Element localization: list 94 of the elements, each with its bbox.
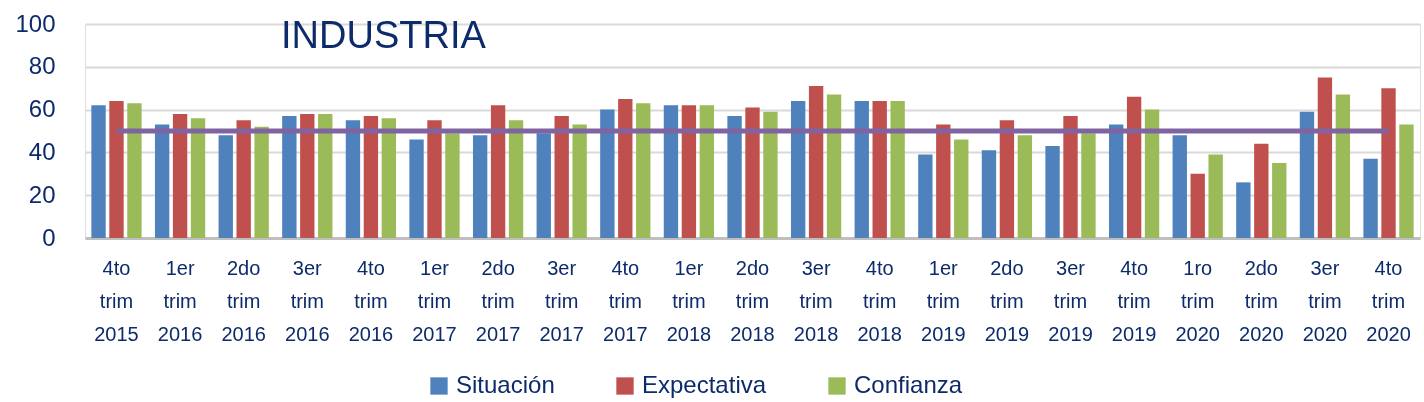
- x-tick-label: 4to trim 2020: [1366, 256, 1411, 345]
- x-tick-label: 4to trim 2019: [1111, 256, 1157, 345]
- bar: [427, 120, 442, 238]
- y-tick-label: 40: [28, 137, 56, 165]
- bar: [381, 118, 397, 238]
- legend-label: Situación: [456, 371, 555, 398]
- bar: [1317, 77, 1333, 238]
- x-tick-label: 2do trim 2019: [984, 256, 1030, 345]
- bar: [890, 101, 905, 238]
- x-tick-label: 3er trim 2017: [539, 256, 584, 345]
- y-tick-label: 80: [28, 52, 56, 80]
- x-tick-label: 4to trim 2016: [348, 256, 394, 345]
- bar: [981, 150, 997, 238]
- bar: [1299, 111, 1315, 238]
- bar: [1399, 124, 1414, 238]
- bar: [1063, 116, 1078, 238]
- bar: [254, 126, 269, 238]
- bar: [681, 105, 697, 238]
- bar: [445, 133, 460, 238]
- bar: [218, 135, 233, 238]
- bar: [536, 133, 551, 238]
- bar: [91, 105, 106, 238]
- bar: [663, 105, 679, 238]
- x-tick-label: 2do trim 2018: [730, 256, 775, 345]
- legend-label: Expectativa: [642, 371, 767, 398]
- bar: [236, 120, 251, 238]
- bar: [918, 154, 933, 238]
- x-tick-label: 3er trim 2019: [1048, 256, 1093, 345]
- bar: [618, 98, 633, 238]
- x-tick-label: 1er trim 2016: [157, 256, 203, 345]
- bar: [1254, 143, 1269, 238]
- bar: [300, 113, 315, 238]
- bar: [109, 101, 124, 238]
- bar: [1335, 94, 1351, 238]
- bar: [1272, 163, 1287, 238]
- bar: [745, 107, 760, 238]
- chart-title: INDUSTRIA: [281, 14, 487, 56]
- bar: [554, 116, 569, 238]
- bar: [1144, 109, 1160, 238]
- bar: [409, 139, 424, 238]
- bar: [1363, 158, 1378, 238]
- bar: [1045, 145, 1060, 238]
- bar: [954, 139, 969, 238]
- bar: [854, 101, 869, 238]
- x-tick-label: 4to trim 2017: [603, 256, 648, 345]
- x-tick-label: 1ro trim 2020: [1175, 256, 1220, 345]
- bar: [282, 116, 297, 238]
- bar: [936, 124, 951, 238]
- bar: [1108, 124, 1124, 238]
- x-tick-label: 1er trim 2018: [666, 256, 712, 345]
- bar: [636, 103, 651, 238]
- bar: [318, 113, 333, 238]
- bar: [1236, 182, 1251, 238]
- x-tick-label: 4to trim 2018: [857, 256, 902, 345]
- bar: [600, 109, 615, 238]
- bar: [363, 116, 379, 238]
- x-tick-label: 1er trim 2017: [412, 256, 457, 345]
- x-tick-label: 3er trim 2020: [1302, 256, 1348, 345]
- bar: [808, 86, 824, 238]
- bar: [790, 101, 806, 238]
- bar: [1172, 135, 1187, 238]
- bar: [345, 120, 361, 238]
- bar: [172, 113, 188, 238]
- bar: [508, 120, 524, 238]
- bar: [999, 120, 1015, 238]
- bar: [826, 94, 842, 238]
- bar: [154, 124, 170, 238]
- bar: [472, 135, 488, 238]
- bar: [699, 105, 715, 238]
- bar: [872, 101, 887, 238]
- x-tick-label: 2do trim 2020: [1239, 256, 1284, 345]
- y-tick-label: 20: [28, 180, 56, 208]
- bar: [1126, 96, 1142, 238]
- bar: [1190, 173, 1205, 238]
- bar: [763, 111, 778, 238]
- bar: [1017, 135, 1033, 238]
- x-tick-label: 2do trim 2016: [221, 256, 266, 345]
- y-tick-label: 0: [42, 223, 56, 251]
- y-tick-label: 60: [28, 95, 56, 123]
- bar: [727, 116, 742, 238]
- x-tick-label: 1er trim 2019: [921, 256, 966, 345]
- x-tick-label: 2do trim 2017: [475, 256, 521, 345]
- x-tick-label: 3er trim 2016: [285, 256, 330, 345]
- x-tick-label: 4to trim 2015: [94, 256, 139, 345]
- bar: [190, 118, 206, 238]
- bar: [572, 124, 587, 238]
- bar: [1208, 154, 1223, 238]
- bar: [490, 105, 506, 238]
- y-tick-label: 100: [15, 9, 56, 37]
- legend-label: Confianza: [854, 371, 963, 398]
- bar: [1081, 133, 1096, 238]
- bar: [127, 103, 142, 238]
- bar: [1381, 88, 1396, 238]
- x-tick-label: 3er trim 2018: [793, 256, 839, 345]
